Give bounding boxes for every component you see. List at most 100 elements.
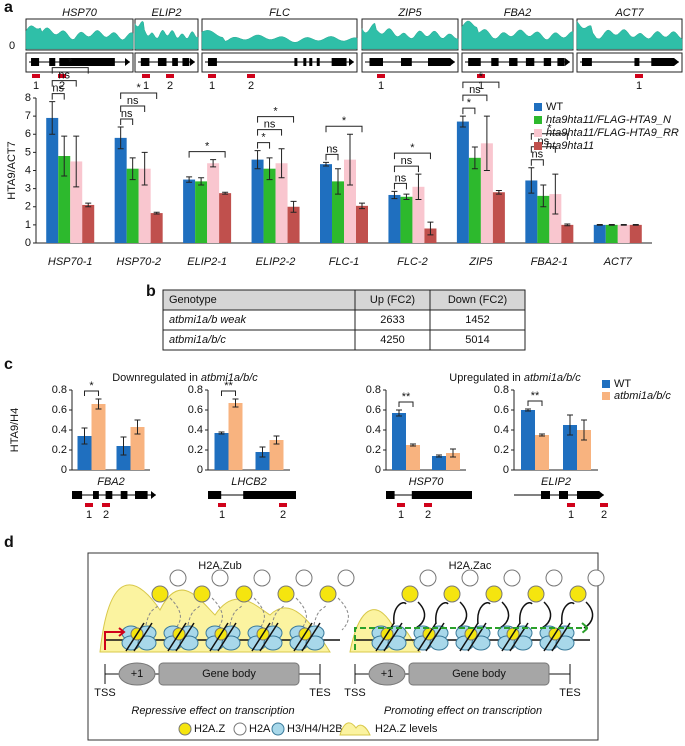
x-tick-label: HSP70-2 [116,256,161,268]
bar [255,452,270,470]
heading-genotype: atbmi1a/b/c [201,372,258,384]
panel-label: b [146,283,156,300]
bar [263,168,276,243]
error-bar [153,211,160,215]
table-cell: 5014 [465,334,489,346]
dna-wrap [293,622,321,652]
heading-text: Downregulated in [112,372,198,384]
primer [397,503,405,507]
gene-arrow [565,58,570,66]
exchange-arrow [561,601,594,629]
y-tick-label: 0.2 [366,444,381,456]
bar [577,430,591,470]
sig-bracket [257,129,283,136]
sig-label: ns [121,108,133,120]
primer [58,74,66,78]
error-bar [218,431,225,435]
histone [471,635,491,651]
free-h2az [485,585,503,603]
y-tick-label: 2 [25,201,31,213]
x-tick-label: ELIP2-2 [256,256,296,268]
exchange-arrow [271,597,307,631]
error-bar [436,454,442,458]
primer [32,74,40,78]
y-tick-label: 4 [25,164,31,176]
y-tick-label: 0.2 [52,444,67,456]
error-bar [49,101,56,135]
bar [275,163,288,243]
bar [207,163,220,243]
sig-bracket [393,182,407,190]
gene-exon [557,58,565,66]
table-cell: Up (FC2) [370,294,415,306]
y-tick-label: 0.8 [52,384,67,396]
legend-label: WT [546,101,563,113]
plus-one-label: +1 [381,668,394,680]
effect-label: Promoting effect on transcription [384,705,542,717]
bar [629,224,642,243]
sig-label: ns [127,95,139,107]
table-cell: Down (FC2) [448,294,507,306]
table-cell: 2633 [380,314,404,326]
error-bar [359,202,365,210]
free-h2a [169,569,187,587]
bar [46,117,59,243]
category-label: 1 [219,509,225,521]
gene-arrow [125,58,130,66]
sig-label: ns [395,172,407,184]
gene-exon [140,58,150,66]
error-bar [552,173,559,215]
dna-wrap [125,622,153,652]
y-tick-label: 0.6 [52,404,67,416]
gene-exon [577,491,600,499]
sig-label: ns [532,149,544,161]
sig-bracket [462,107,476,115]
exchange-arrow [477,601,510,629]
sig-label: ns [326,143,338,155]
gene-body [408,662,550,686]
bar [195,181,208,243]
error-bar [222,191,229,195]
category-label: 2 [280,509,286,521]
gene-name: LHCB2 [231,476,266,488]
primer [377,74,385,78]
y-tick-label: 1 [25,219,31,231]
legend-swatch [602,380,610,388]
legend-label: hta9hta11 [546,140,594,152]
bar [468,157,481,243]
gene-body-label: Gene body [202,668,256,680]
bar [392,413,406,470]
legend-swatch [534,129,542,137]
category-label: 1 [398,509,404,521]
primer-label: 2 [248,80,254,92]
bar [593,224,606,243]
error-bar [347,133,353,186]
error-bar [632,224,639,226]
gene-frame [25,52,134,73]
bar [82,204,95,243]
bar [388,194,401,243]
y-tick-label: 6 [25,128,31,140]
y-tick-label: 0.2 [494,444,509,456]
error-bar [266,157,273,181]
bar [214,433,229,470]
error-bar [410,443,416,447]
exchange-arrow [229,597,265,631]
bar [406,445,420,470]
error-bar [81,427,88,445]
exchange-arrow [145,597,181,631]
error-bar [61,135,68,177]
gene-exon [386,491,395,499]
bar [70,161,83,243]
sig-bracket [325,125,363,133]
gene-frame [461,52,574,73]
primer-label: 1 [33,80,39,92]
histone [387,635,407,651]
y-tick-label: 0 [503,464,509,476]
track-ytick: 0 [9,40,15,52]
coverage [201,30,358,50]
primer [208,74,216,78]
error-bar [254,150,261,170]
effect-label: Repressive effect on transcription [131,705,294,717]
coverage [461,20,574,50]
